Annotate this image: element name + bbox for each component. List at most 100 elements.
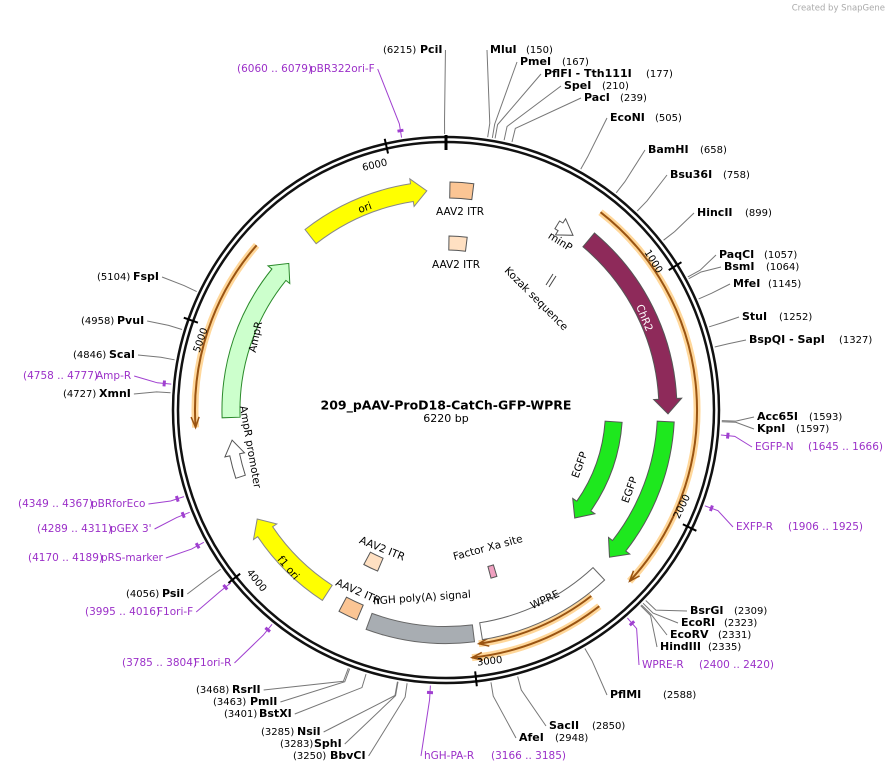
enzyme-name: Acc65I: [757, 410, 798, 423]
enzyme-name: BamHI: [648, 143, 689, 156]
enzyme-site: (1593): [809, 412, 842, 423]
tick-mark: [383, 138, 390, 154]
tick-mark: [183, 316, 199, 324]
primer-name: F1ori-F: [157, 606, 193, 618]
feature-label: Kozak sequence: [502, 265, 570, 333]
primer-name: pBRforEco: [91, 498, 145, 510]
primer-mark: [726, 432, 730, 439]
highlight-head: [190, 416, 200, 430]
leader-line: [323, 681, 398, 733]
tick-mark: [227, 572, 241, 584]
feature-shape: [582, 232, 683, 415]
enzyme-site: (150): [526, 45, 553, 56]
primer-range: (3785 .. 3804): [122, 657, 197, 669]
map-name: 209_pAAV-ProD18-CatCh-GFP-WPRE: [321, 398, 572, 414]
leader-line: [165, 541, 205, 559]
primer-mark: [174, 495, 180, 503]
enzyme-name: HindIII: [660, 640, 701, 653]
enzyme-name: SacII: [549, 719, 579, 732]
enzyme-site: (210): [602, 81, 629, 92]
feature-label: AAV2 ITR: [436, 206, 484, 218]
enzyme-name: ScaI: [109, 348, 135, 361]
enzyme-name: PmeI: [520, 55, 551, 68]
highlight-arc: [478, 595, 592, 645]
primer-mark: [397, 128, 404, 133]
leader-line: [721, 416, 755, 422]
primer-range: (4170 .. 4189): [28, 552, 103, 564]
primer-mark: [162, 380, 166, 387]
feature-label: Factor Xa site: [452, 533, 524, 563]
enzyme-site: (4727): [63, 389, 96, 400]
leader-line: [642, 602, 679, 624]
highlight-head: [476, 637, 490, 647]
enzyme-name: EcoRV: [670, 628, 709, 641]
feature-shape: [479, 566, 606, 641]
feature-shape: [365, 612, 476, 644]
enzyme-name: BstXI: [259, 707, 292, 720]
enzyme-site: (505): [655, 113, 682, 124]
leader-line: [704, 505, 734, 528]
enzyme-name: Bsu36I: [670, 168, 712, 181]
highlight-arc: [471, 605, 600, 659]
enzyme-name: FspI: [133, 270, 159, 283]
enzyme-name: NsiI: [297, 725, 321, 738]
primer-range: (6060 .. 6079): [237, 63, 312, 75]
leader-line: [148, 496, 185, 505]
primer-mark: [628, 620, 636, 627]
enzyme-name: BspQI - SapI: [749, 333, 825, 346]
feature-label: EGFP: [570, 450, 591, 480]
feature-shape: [487, 564, 498, 579]
enzyme-site: (1145): [768, 279, 801, 290]
enzyme-name: EcoNI: [610, 111, 645, 124]
enzyme-site: (3468): [196, 685, 229, 696]
feature-shape: [572, 420, 623, 519]
enzyme-site: (2948): [555, 733, 588, 744]
leader-line: [517, 676, 547, 727]
enzyme-site: (2335): [708, 642, 741, 653]
enzyme-site: (2309): [734, 606, 767, 617]
primer-name: pBR322ori-F: [310, 63, 375, 75]
kozak-mark: [548, 275, 557, 288]
leader-line: [584, 648, 608, 696]
tick-label: 6000: [361, 157, 388, 173]
leader-line: [494, 73, 542, 139]
leader-line: [280, 668, 351, 703]
enzyme-name: EcoRI: [681, 616, 715, 629]
primer-range: (4758 .. 4777): [23, 370, 98, 382]
tick-mark: [668, 261, 682, 272]
primer-range: (1906 .. 1925): [788, 521, 863, 533]
leader-line: [344, 681, 399, 745]
primer-name: F1ori-R: [194, 657, 231, 669]
enzyme-name: RsrII: [232, 683, 261, 696]
leader-line: [154, 511, 190, 530]
highlight-head: [469, 651, 484, 662]
enzyme-site: (1057): [764, 250, 797, 261]
primer-mark: [222, 583, 229, 591]
leader-line: [263, 667, 349, 691]
highlight-head: [628, 570, 640, 583]
enzyme-site: (3285): [261, 727, 294, 738]
primer-name: Amp-R: [96, 370, 131, 382]
enzyme-site: (1597): [796, 424, 829, 435]
feature-label: ori: [357, 200, 374, 216]
primer-range: (4349 .. 4367): [18, 498, 93, 510]
primer-name: WPRE-R: [642, 659, 684, 671]
leader-line: [627, 617, 640, 666]
primer-range: (1645 .. 1666): [808, 441, 883, 453]
leader-line: [491, 61, 518, 139]
enzyme-site: (6215): [383, 45, 416, 56]
enzyme-name: PaqCI: [719, 248, 754, 261]
leader-line: [294, 674, 367, 715]
leader-line: [195, 582, 232, 613]
primer-name: EXFP-R: [736, 521, 773, 533]
leader-line: [147, 320, 183, 330]
enzyme-name: PvuI: [117, 314, 144, 327]
leader-line: [580, 117, 608, 170]
primer-range: (2400 .. 2420): [699, 659, 774, 671]
leader-line: [133, 391, 171, 395]
enzyme-name: BsrGI: [690, 604, 723, 617]
enzyme-name: PciI: [420, 43, 442, 56]
enzyme-name: StuI: [742, 310, 767, 323]
feature-shape: [338, 596, 364, 621]
enzyme-name: SpeI: [564, 79, 591, 92]
